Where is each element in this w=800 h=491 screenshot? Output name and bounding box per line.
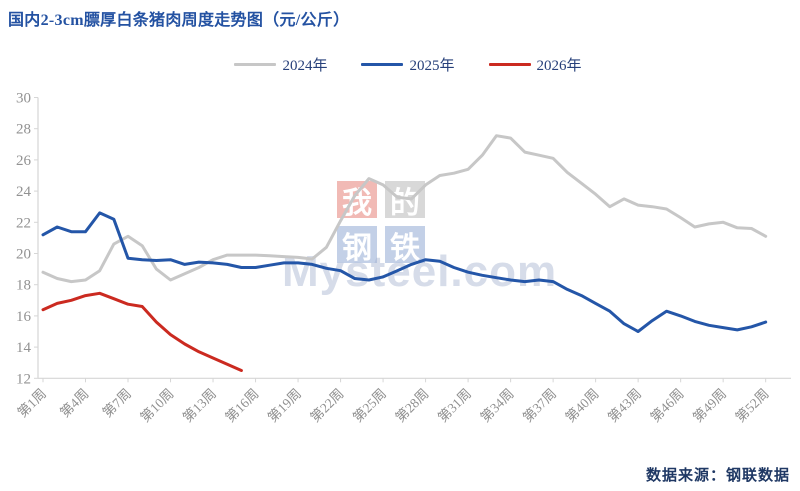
svg-text:第13周: 第13周 — [179, 385, 219, 425]
svg-text:第1周: 第1周 — [14, 385, 49, 420]
svg-text:第28周: 第28周 — [392, 385, 432, 425]
svg-text:16: 16 — [16, 309, 32, 325]
svg-text:第46周: 第46周 — [647, 385, 687, 425]
svg-text:第25周: 第25周 — [349, 385, 389, 425]
legend-line-swatch-2026 — [488, 63, 531, 66]
svg-text:第7周: 第7周 — [99, 385, 134, 420]
svg-text:第49周: 第49周 — [689, 385, 729, 425]
svg-text:第31周: 第31周 — [434, 385, 474, 425]
legend-line-swatch-2024 — [234, 63, 277, 66]
data-source-note: 数据来源：钢联数据 — [645, 468, 790, 484]
series-line-2025年 — [41, 211, 768, 333]
svg-text:14: 14 — [16, 340, 32, 356]
svg-text:18: 18 — [16, 278, 31, 294]
svg-text:第19周: 第19周 — [264, 385, 304, 425]
svg-text:26: 26 — [16, 153, 32, 169]
svg-text:12: 12 — [16, 371, 31, 387]
legend-item-2025: 2025年 — [361, 54, 455, 75]
legend-item-2026: 2026年 — [488, 54, 582, 75]
svg-text:第10周: 第10周 — [137, 385, 177, 425]
legend-label-2025: 2025年 — [409, 58, 455, 74]
chart-title: 国内2-3cm膘厚白条猪肉周度走势图（元/公斤） — [8, 12, 350, 29]
svg-text:20: 20 — [16, 247, 31, 263]
svg-text:24: 24 — [16, 184, 32, 200]
legend-label-2024: 2024年 — [282, 58, 328, 74]
svg-text:30: 30 — [16, 91, 31, 107]
svg-text:第37周: 第37周 — [519, 385, 559, 425]
svg-text:第40周: 第40周 — [562, 385, 602, 425]
svg-text:22: 22 — [16, 215, 31, 231]
legend-item-2024: 2024年 — [234, 54, 327, 75]
series-line-2026年 — [41, 291, 243, 372]
svg-text:第34周: 第34周 — [477, 385, 517, 425]
legend-line-swatch-2025 — [361, 63, 404, 66]
legend-label-2026: 2026年 — [536, 58, 582, 74]
chart-legend: 2024年 2025年 2026年 — [8, 54, 800, 75]
svg-text:第52周: 第52周 — [732, 385, 772, 425]
svg-text:第22周: 第22周 — [307, 385, 347, 425]
svg-text:第4周: 第4周 — [56, 385, 91, 420]
svg-text:第43周: 第43周 — [604, 385, 644, 425]
svg-text:28: 28 — [16, 122, 31, 138]
svg-text:第16周: 第16周 — [222, 385, 262, 425]
series-line-2024年 — [41, 134, 768, 284]
